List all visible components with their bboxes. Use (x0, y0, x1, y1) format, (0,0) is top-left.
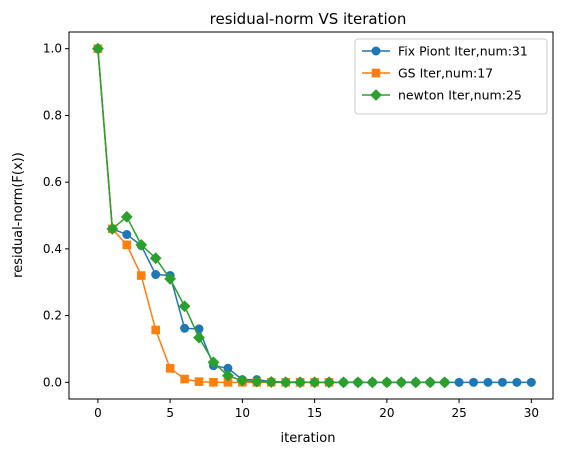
data-point (438, 376, 451, 389)
legend: Fix Piont Iter,num:31 GS Iter,num:17 newto… (354, 38, 548, 115)
x-tick-label: 20 (379, 406, 394, 420)
chart-title: residual-norm VS iteration (210, 10, 407, 28)
y-tick-label: 0.6 (43, 175, 62, 189)
legend-label: GS Iter,num:17 (398, 66, 493, 81)
data-point (207, 356, 220, 369)
data-point (395, 376, 408, 389)
data-point (178, 300, 191, 313)
data-point (236, 374, 249, 387)
data-point (120, 210, 133, 223)
x-tick-label: 30 (524, 406, 539, 420)
data-point (424, 376, 437, 389)
data-point (366, 376, 379, 389)
legend-box (354, 38, 548, 115)
y-tick-label: 1.0 (43, 42, 62, 56)
plot-frame (68, 31, 554, 400)
data-point (265, 376, 278, 388)
data-point (323, 376, 335, 389)
data-point (222, 369, 234, 382)
legend-marker (370, 89, 382, 101)
x-tick-label: 25 (451, 406, 466, 420)
data-point (526, 377, 536, 387)
legend-marker (371, 68, 381, 78)
data-point (483, 377, 493, 387)
y-axis-label: residual-norm(F(x)) (11, 152, 26, 278)
data-point (497, 377, 507, 387)
data-point (194, 377, 204, 386)
y-axis: 0.0 0.2 0.4 0.6 0.8 1.0 (43, 42, 69, 389)
data-point (209, 378, 218, 387)
data-point (164, 272, 177, 285)
x-tick-label: 10 (235, 406, 250, 420)
x-tick-label: 5 (166, 406, 174, 420)
data-point (337, 376, 350, 389)
data-point (279, 376, 292, 389)
data-point (135, 238, 148, 251)
data-point (193, 331, 205, 344)
y-tick-label: 0.8 (43, 108, 62, 122)
y-tick-label: 0.0 (43, 375, 62, 389)
data-point (91, 42, 104, 55)
x-axis-label: iteration (281, 431, 336, 446)
data-point (151, 270, 161, 280)
data-point (165, 364, 175, 373)
data-point (380, 376, 393, 389)
series-layer (91, 42, 536, 389)
data-point (149, 252, 162, 265)
data-point (122, 240, 132, 250)
data-point (122, 230, 132, 240)
data-point (250, 375, 263, 388)
data-point (352, 376, 364, 389)
data-point (454, 377, 464, 387)
legend-entry: GS Iter,num:17 (362, 66, 493, 81)
x-axis: 0 5 10 15 20 25 30 (94, 399, 539, 420)
data-point (180, 374, 189, 384)
data-point (512, 377, 522, 387)
y-tick-label: 0.4 (43, 242, 62, 256)
legend-label: newton Iter,num:25 (398, 88, 522, 103)
data-point (409, 376, 422, 389)
data-point (469, 377, 479, 387)
data-point (308, 376, 321, 389)
x-tick-label: 0 (94, 406, 102, 420)
legend-label: Fix Piont Iter,num:31 (398, 44, 528, 59)
data-point (136, 271, 146, 280)
x-tick-label: 15 (307, 406, 322, 420)
legend-marker (371, 46, 381, 56)
data-point (294, 376, 307, 389)
legend-entry: Fix Piont Iter,num:31 (362, 44, 528, 59)
y-tick-label: 0.2 (43, 309, 62, 323)
data-point (106, 222, 119, 235)
legend-entry: newton Iter,num:25 (362, 88, 522, 103)
data-point (151, 325, 160, 335)
data-point (180, 323, 190, 333)
series-3 (91, 42, 451, 389)
